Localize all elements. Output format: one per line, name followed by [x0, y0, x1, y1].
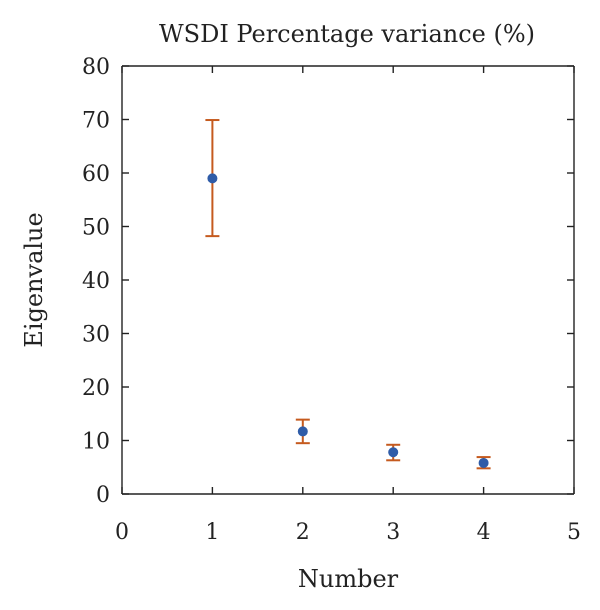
- data-point: [388, 447, 399, 458]
- x-axis-ticks: 0 1 2 3 4 5: [115, 66, 581, 545]
- x-tick-label: 4: [477, 520, 491, 545]
- axes: [121, 65, 575, 495]
- y-axis-label: Eigenvalue: [20, 212, 48, 347]
- x-tick-label: 5: [567, 520, 581, 545]
- x-tick-label: 0: [115, 520, 129, 545]
- chart-title: WSDI Percentage variance (%): [159, 20, 535, 48]
- y-tick-label: 80: [82, 55, 110, 80]
- y-tick-label: 50: [82, 216, 110, 241]
- x-tick-label: 3: [386, 520, 400, 545]
- y-tick-label: 20: [82, 376, 110, 401]
- y-tick-label: 30: [82, 323, 110, 348]
- data-series: [205, 119, 491, 470]
- x-tick-label: 1: [205, 520, 219, 545]
- y-tick-label: 0: [96, 483, 110, 508]
- y-axis-ticks: 0 10 20 30 40 50 60 70 80: [82, 55, 574, 508]
- data-point: [207, 173, 218, 184]
- x-axis-label: Number: [298, 565, 399, 593]
- y-tick-label: 10: [82, 430, 110, 455]
- y-tick-label: 60: [82, 162, 110, 187]
- data-point: [297, 426, 308, 437]
- y-tick-label: 70: [82, 109, 110, 134]
- y-tick-label: 40: [82, 269, 110, 294]
- x-tick-label: 2: [296, 520, 310, 545]
- data-point: [478, 457, 489, 468]
